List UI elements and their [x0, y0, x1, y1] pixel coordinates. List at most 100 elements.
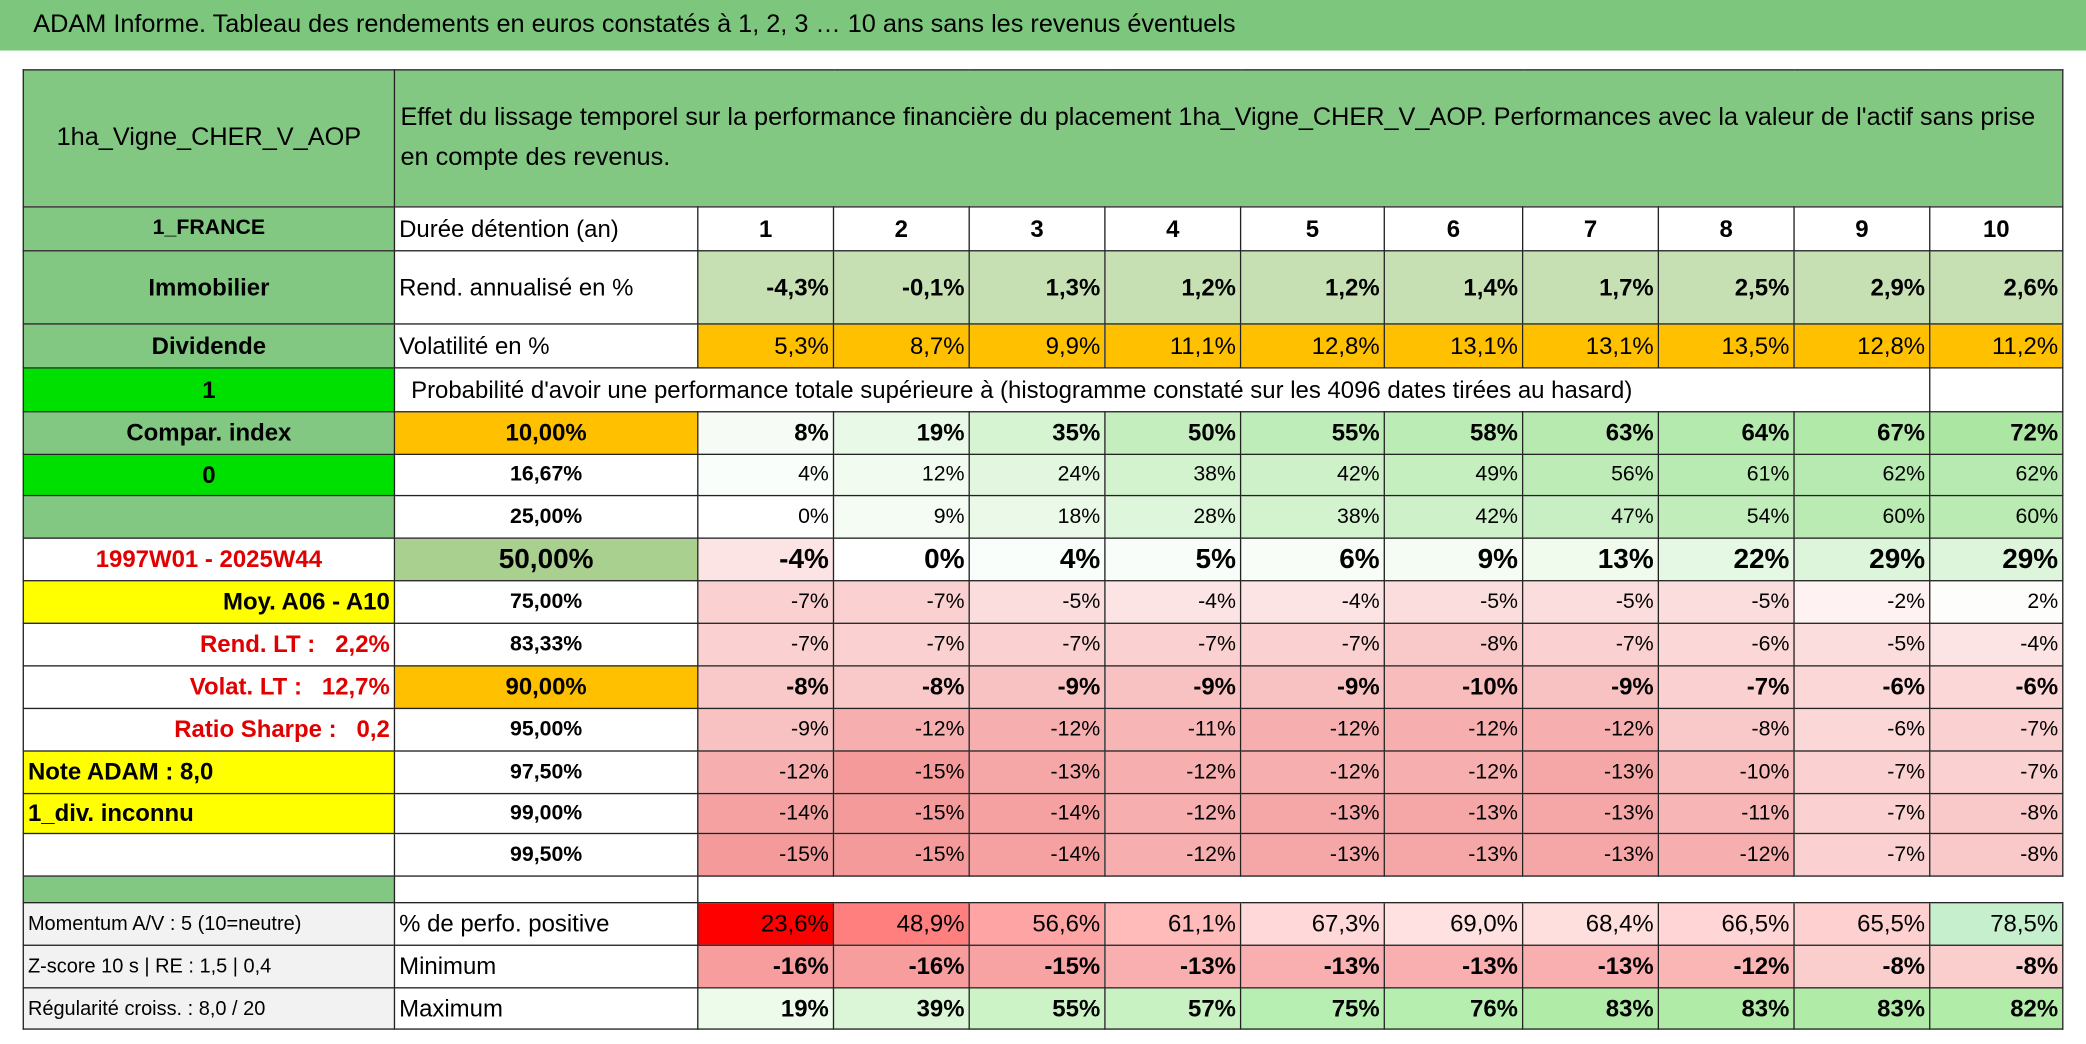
value-cell: -4,3%: [697, 250, 835, 325]
value-cell: 1,2%: [1104, 250, 1242, 325]
value-cell: -6%: [1793, 665, 1931, 710]
value-cell: -7%: [1657, 665, 1795, 710]
value-cell: -5%: [968, 580, 1106, 624]
value-cell: 58%: [1383, 411, 1524, 455]
value-cell: 62%: [1929, 453, 2064, 497]
value-cell: -8%: [1383, 622, 1524, 667]
value-cell: 42%: [1239, 453, 1385, 497]
value-cell: -9%: [1104, 665, 1242, 710]
row-label: Compar. index: [22, 411, 396, 455]
row-key: 99,00%: [393, 792, 699, 835]
row-label: 1_FRANCE: [22, 206, 396, 252]
value-cell: -13%: [1383, 792, 1524, 835]
value-cell: 5%: [1104, 537, 1242, 582]
value-cell: -8%: [1929, 792, 2064, 835]
row-key: 99,50%: [393, 832, 699, 877]
value-cell: -12%: [968, 707, 1106, 752]
value-cell: 0%: [832, 537, 970, 582]
value-cell: -7%: [832, 580, 970, 624]
value-cell: 54%: [1657, 494, 1795, 539]
value-cell: -12%: [1383, 707, 1524, 752]
value-cell: 66,5%: [1657, 902, 1795, 946]
row-key: % de perfo. positive: [393, 902, 699, 946]
value-cell: 2: [832, 206, 970, 252]
row-label: Immobilier: [22, 250, 396, 325]
value-cell: 13%: [1521, 537, 1660, 582]
value-cell: 8%: [697, 411, 835, 455]
value-cell: -12%: [832, 707, 970, 752]
empty-cell: [1522, 875, 1659, 904]
value-cell: 56%: [1521, 453, 1660, 497]
value-cell: 50%: [1104, 411, 1242, 455]
value-cell: 22%: [1657, 537, 1795, 582]
row-label: Ratio Sharpe : 0,2: [22, 707, 396, 752]
value-cell: -12%: [1239, 750, 1385, 795]
value-cell: 83%: [1521, 987, 1660, 1030]
table-row: 99,50% -15% -15% -14% -12% -13% -13% -13% -12% -7…: [22, 832, 2064, 877]
value-cell: -13%: [1383, 944, 1524, 989]
row-label: Rend. LT : 2,2%: [22, 622, 396, 667]
value-cell: -11%: [1657, 792, 1795, 835]
value-cell: -9%: [1521, 665, 1660, 710]
value-cell: -5%: [1383, 580, 1524, 624]
value-cell: 24%: [968, 453, 1106, 497]
value-cell: 4%: [968, 537, 1106, 582]
row-key: 95,00%: [393, 707, 699, 752]
value-cell: -4%: [1104, 580, 1242, 624]
value-cell: -12%: [1657, 944, 1795, 989]
value-cell: -12%: [1104, 832, 1242, 877]
value-cell: 11,2%: [1929, 323, 2064, 369]
value-cell: -4%: [1239, 580, 1385, 624]
value-cell: 19%: [832, 411, 970, 455]
value-cell: 6%: [1239, 537, 1385, 582]
value-cell: 9%: [832, 494, 970, 539]
value-cell: 78,5%: [1929, 902, 2064, 946]
value-cell: -8%: [1793, 944, 1931, 989]
value-cell: -12%: [1104, 750, 1242, 795]
row-label: Note ADAM : 8,0: [22, 750, 396, 795]
table-row: Régularité croiss. : 8,0 / 20 Maximum 19% 3…: [22, 987, 2064, 1030]
value-cell: -13%: [1239, 944, 1385, 989]
value-cell: 1,4%: [1383, 250, 1524, 325]
value-cell: -4%: [1929, 622, 2064, 667]
row-key: Volatilité en %: [393, 323, 699, 369]
value-cell: -12%: [1383, 750, 1524, 795]
value-cell: 28%: [1104, 494, 1242, 539]
row-key: Minimum: [393, 944, 699, 989]
value-cell: 61,1%: [1104, 902, 1242, 946]
table-row: Compar. index 10,00% 8% 19% 35% 50% 55% 58% 63% 6…: [22, 411, 2064, 455]
empty-cell: [1104, 875, 1241, 904]
value-cell: 5,3%: [697, 323, 835, 369]
table-row: Z-score 10 s | RE : 1,5 | 0,4 Minimum -16%…: [22, 944, 2064, 989]
value-cell: -11%: [1104, 707, 1242, 752]
value-cell: 63%: [1521, 411, 1660, 455]
value-cell: 83%: [1657, 987, 1795, 1030]
value-cell: 10: [1929, 206, 2064, 252]
value-cell: -6%: [1793, 707, 1931, 752]
value-cell: 3: [968, 206, 1106, 252]
row-key: 50,00%: [393, 537, 699, 582]
value-cell: 64%: [1657, 411, 1795, 455]
value-cell: -13%: [1521, 944, 1660, 989]
row-label: Dividende: [22, 323, 396, 369]
empty-cell: [1240, 875, 1385, 904]
value-cell: -12%: [1104, 792, 1242, 835]
corner-cell: 1ha_Vigne_CHER_V_AOP: [22, 69, 396, 208]
empty-cell: [1929, 367, 2064, 413]
value-cell: -5%: [1521, 580, 1660, 624]
value-cell: -7%: [1929, 707, 2064, 752]
value-cell: 12,8%: [1793, 323, 1931, 369]
value-cell: 2%: [1929, 580, 2064, 624]
value-cell: 5: [1239, 206, 1385, 252]
table-row: 1997W01 - 2025W44 50,00% -4% 0% 4% 5% 6% 9% 13% 2…: [22, 537, 2064, 582]
value-cell: -12%: [1657, 832, 1795, 877]
value-cell: -8%: [1929, 944, 2064, 989]
value-cell: 76%: [1383, 987, 1524, 1030]
value-cell: 13,5%: [1657, 323, 1795, 369]
value-cell: 49%: [1383, 453, 1524, 497]
table-row: Ratio Sharpe : 0,2 95,00% -9% -12% -12% -11% -…: [22, 707, 2064, 752]
row-key: 75,00%: [393, 580, 699, 624]
table-row: 0 16,67% 4% 12% 24% 38% 42% 49% 56% 61% 62% 62%: [22, 453, 2064, 497]
value-cell: 82%: [1929, 987, 2064, 1030]
value-cell: 2,9%: [1793, 250, 1931, 325]
